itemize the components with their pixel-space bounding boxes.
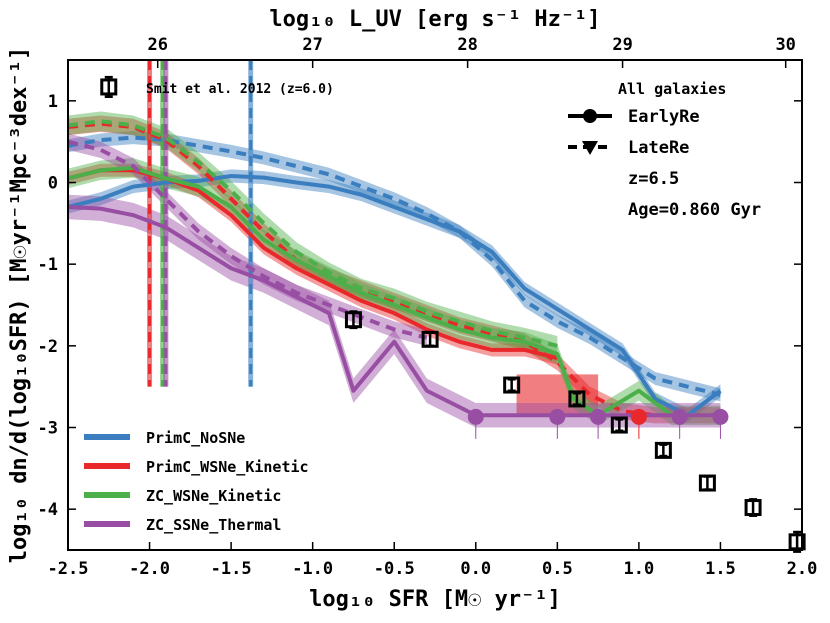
x-tick-label: -1.5 (211, 559, 252, 579)
top-tick-label: 28 (457, 35, 477, 55)
series-legend: PrimC_NoSNe PrimC_WSNe_Kinetic ZC_WSNe_K… (84, 429, 309, 534)
top-axis-title: log₁₀ L_UV [erg s⁻¹ Hz⁻¹] (269, 7, 600, 32)
zc-ssne-thermal-late-band (68, 133, 427, 346)
zc-wsne-kinetic-late-band (68, 111, 558, 356)
obs-point (503, 376, 521, 394)
primc-wsne-kinetic-early-band (68, 163, 558, 365)
legend-label-primc-wsne-kinetic: PrimC_WSNe_Kinetic (146, 458, 309, 476)
obs-point (654, 441, 672, 459)
primc-nosne-late-line (67, 135, 721, 397)
x-tick-label: -1.0 (292, 559, 333, 579)
x-tick-label: 0.5 (542, 559, 573, 579)
zc-ssne-thermal-dot (712, 408, 729, 425)
x-tick-label: 2.0 (787, 559, 818, 579)
obs-point (610, 416, 628, 434)
obs-point (421, 330, 439, 348)
x-tick-label: 0.0 (460, 559, 491, 579)
observation-points (100, 75, 806, 553)
legend-label-primc-nosne: PrimC_NoSNe (146, 429, 245, 447)
obs-point (344, 311, 362, 329)
x-axis-ticks: -2.5 -2.0 -1.5 -1.0 -0.5 0.0 0.5 1.0 1.5 2.0 (48, 542, 818, 579)
y-tick-label: -3 (38, 419, 58, 439)
zc-ssne-thermal-dot (467, 408, 484, 425)
zc-ssne-thermal-late-line (67, 139, 428, 340)
top-tick-label: 27 (302, 35, 322, 55)
legend-label-zc-wsne-kinetic: ZC_WSNe_Kinetic (146, 487, 281, 505)
x-tick-label: -2.5 (48, 559, 89, 579)
y-tick-label: 0 (48, 174, 58, 194)
x-tick-label: -0.5 (374, 559, 415, 579)
top-tick-label: 30 (775, 35, 795, 55)
x-tick-label: 1.5 (705, 559, 736, 579)
series-lines (67, 119, 722, 418)
primc-nosne-late-band (68, 131, 721, 402)
y-axis-title: log₁₀ dn/d(log₁₀SFR) [M☉yr⁻¹Mpc⁻³dex⁻¹] (7, 47, 32, 564)
style-legend-title: All galaxies (618, 80, 726, 98)
x-axis-title: log₁₀ SFR [M☉ yr⁻¹] (309, 587, 561, 612)
primc-wsne-kinetic-dot (630, 408, 647, 425)
style-legend-redshift: z=6.5 (628, 169, 679, 189)
style-legend: All galaxies EarlyRe LateRe z=6.5 Age=0.… (568, 80, 761, 220)
top-axis-ticks: 26 27 28 29 30 (147, 35, 796, 68)
primc-wsne-kinetic-late-band (68, 115, 721, 424)
style-legend-age: Age=0.860 Gyr (628, 200, 761, 220)
y-tick-label: -1 (38, 255, 58, 275)
y-axis-ticks: 1 0 -1 -2 -3 -4 (38, 92, 802, 520)
obs-legend-label: Smit et al. 2012 (z=6.0) (146, 82, 334, 97)
y-tick-label: -4 (38, 500, 58, 520)
style-legend-dashed: LateRe (628, 138, 689, 158)
series-dots (467, 408, 729, 439)
top-tick-label: 29 (612, 35, 632, 55)
zc-wsne-kinetic-early-line (67, 165, 721, 418)
zc-wsne-kinetic-late-line (67, 119, 558, 348)
zc-ssne-thermal-dot (549, 408, 566, 425)
plot-frame (67, 59, 803, 551)
zc-ssne-thermal-dot (671, 408, 688, 425)
top-tick-label: 26 (147, 35, 167, 55)
obs-legend-marker (100, 78, 118, 96)
legend-label-zc-ssne-thermal: ZC_SSNe_Thermal (146, 516, 281, 534)
obs-point (788, 533, 806, 551)
obs-point (744, 499, 762, 517)
y-tick-label: -2 (38, 337, 58, 357)
solid-marker-sample (583, 109, 597, 123)
style-legend-solid: EarlyRe (628, 107, 700, 127)
y-tick-label: 1 (48, 92, 58, 112)
x-tick-label: 1.0 (624, 559, 655, 579)
dashed-marker-sample (582, 141, 598, 155)
obs-point (568, 390, 586, 408)
zc-ssne-thermal-dot (590, 408, 607, 425)
obs-point (698, 474, 716, 492)
x-tick-label: -2.0 (129, 559, 170, 579)
